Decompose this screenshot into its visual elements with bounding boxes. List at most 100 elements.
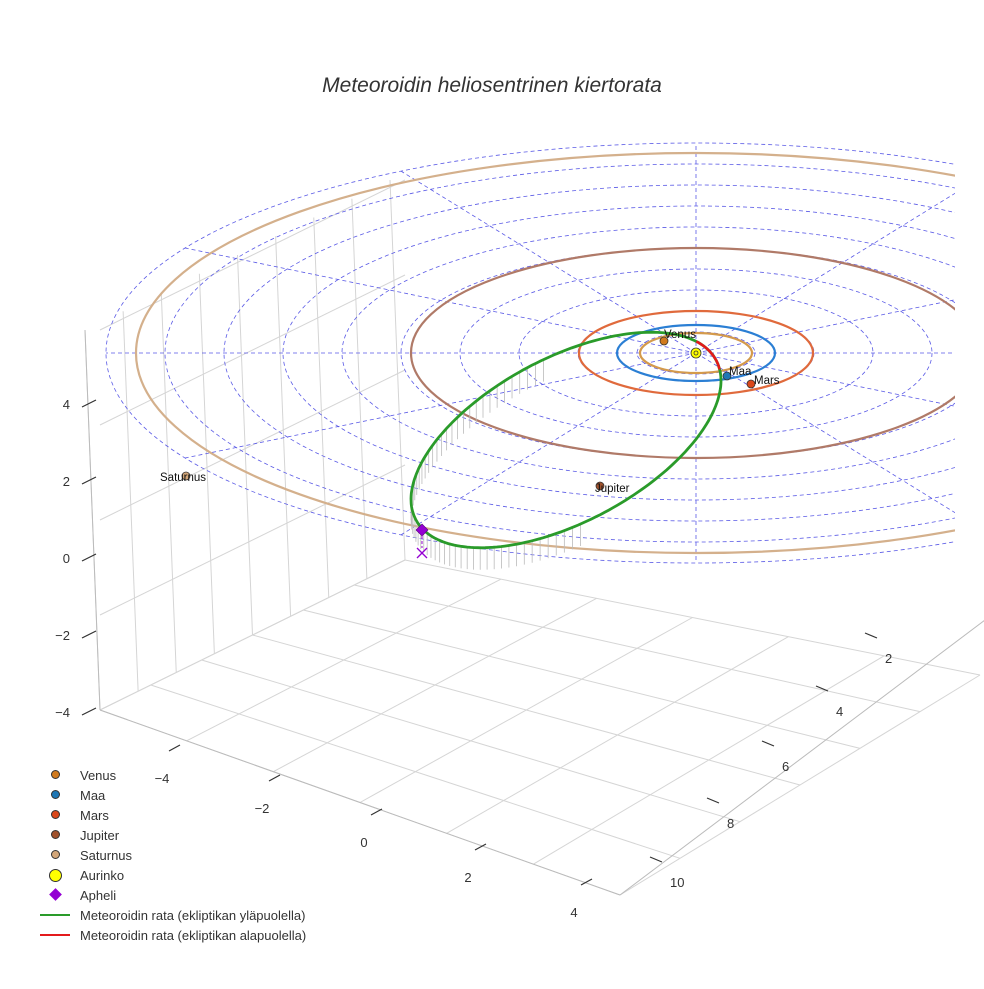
chart-title: Meteoroidin heliosentrinen kiertorata [322,74,662,97]
y-tick-label: 2 [885,651,892,666]
orbit-saturnus [135,151,955,555]
y-tick [864,632,878,639]
ecliptic-spoke [695,352,955,514]
orbit-jupiter [409,246,955,460]
ecliptic-spoke [400,170,697,354]
axis-box [84,179,984,896]
legend-symbol [40,905,70,925]
legend-symbol [40,765,70,785]
legend-symbol [40,885,70,905]
legend-glyph [51,810,60,819]
z-tick [81,707,97,716]
legend-symbol [40,805,70,825]
legend-label: Maa [80,787,106,803]
x-tick-label: 0 [360,835,367,850]
legend: Venus Maa Mars Jupiter Saturnus Aurinko Apheli… [40,765,306,945]
z-tick [81,399,97,408]
legend-glyph [40,914,70,916]
planet-label-saturnus: Saturnus [160,472,206,484]
ecliptic-grid [105,142,955,564]
legend-item: Apheli [40,885,306,905]
meteoroid-orbit-above [409,330,723,550]
ecliptic-spoke [695,352,955,407]
legend-glyph [51,770,60,779]
planet-mars [746,379,756,389]
ecliptic-spoke [695,192,955,354]
sun-core [693,350,699,356]
planet-label-mars: Mars [754,375,780,387]
orbit-mars [577,309,815,397]
legend-glyph [51,790,60,799]
x-tick-label: −2 [255,801,270,816]
planet-jupiter [595,481,605,491]
x-tick [268,774,281,782]
x-tick-label: 2 [464,870,471,885]
legend-label: Apheli [80,887,117,903]
legend-item: Mars [40,805,306,825]
legend-item: Maa [40,785,306,805]
z-tick [81,630,97,639]
ecliptic-spoke [184,352,697,459]
legend-label: Venus [80,767,117,783]
planet-venus [659,336,669,346]
legend-label: Jupiter [80,827,120,843]
legend-symbol [40,865,70,885]
y-tick-label: 4 [836,704,843,719]
sun-marker [690,347,702,359]
legend-symbol [40,825,70,845]
legend-symbol [40,845,70,865]
ecliptic-spoke [400,352,697,536]
legend-glyph [49,869,62,882]
meteoroid-orbit [409,330,723,550]
ecliptic-spoke [695,299,955,354]
orbit-venus [638,331,754,375]
planet-label-maa: Maa [729,366,752,378]
planet-orbits [135,151,955,555]
y-tick-label: 10 [670,875,684,890]
orbit-maa [615,323,777,383]
z-tick-label: −2 [55,628,70,643]
meteoroid-orbit-below [695,340,721,370]
planet-maa [722,371,732,381]
y-tick [649,856,663,863]
planet-label-jupiter: Jupiter [595,483,630,495]
aphelion-projection-x [416,547,428,559]
y-tick-label: 8 [727,816,734,831]
planet-saturnus [181,471,191,481]
x-tick-label: 4 [570,905,577,920]
legend-label: Aurinko [80,867,125,883]
z-tick-label: 0 [63,551,70,566]
legend-item: Aurinko [40,865,306,885]
ecliptic-spoke [184,247,697,354]
legend-item: Meteoroidin rata (ekliptikan alapuolella… [40,925,306,945]
x-tick [370,808,383,816]
y-tick [761,740,775,747]
x-tick [474,843,487,851]
z-tick-label: −4 [55,705,70,720]
ecliptic-ring [459,268,933,438]
legend-glyph [40,934,70,936]
legend-item: Saturnus [40,845,306,865]
y-tick-label: 6 [782,759,789,774]
z-tick [81,553,97,562]
legend-label: Meteoroidin rata (ekliptikan alapuolella… [80,927,307,943]
legend-glyph [51,850,60,859]
legend-glyph [49,888,62,901]
legend-symbol [40,785,70,805]
legend-glyph [51,830,60,839]
z-tick-label: 4 [63,397,70,412]
y-tick [706,797,720,804]
z-tick-label: 2 [63,474,70,489]
legend-item: Venus [40,765,306,785]
legend-item: Meteoroidin rata (ekliptikan yläpuolella… [40,905,306,925]
legend-item: Jupiter [40,825,306,845]
planet-label-venus: Venus [664,329,696,341]
legend-label: Meteoroidin rata (ekliptikan yläpuolella… [80,907,306,923]
axis-ticks: −4 −2 0 2 4 −4 −2 0 2 4 2 4 6 8 10 [55,397,892,920]
y-tick [815,685,829,692]
legend-symbol [40,925,70,945]
legend-label: Mars [80,807,109,823]
